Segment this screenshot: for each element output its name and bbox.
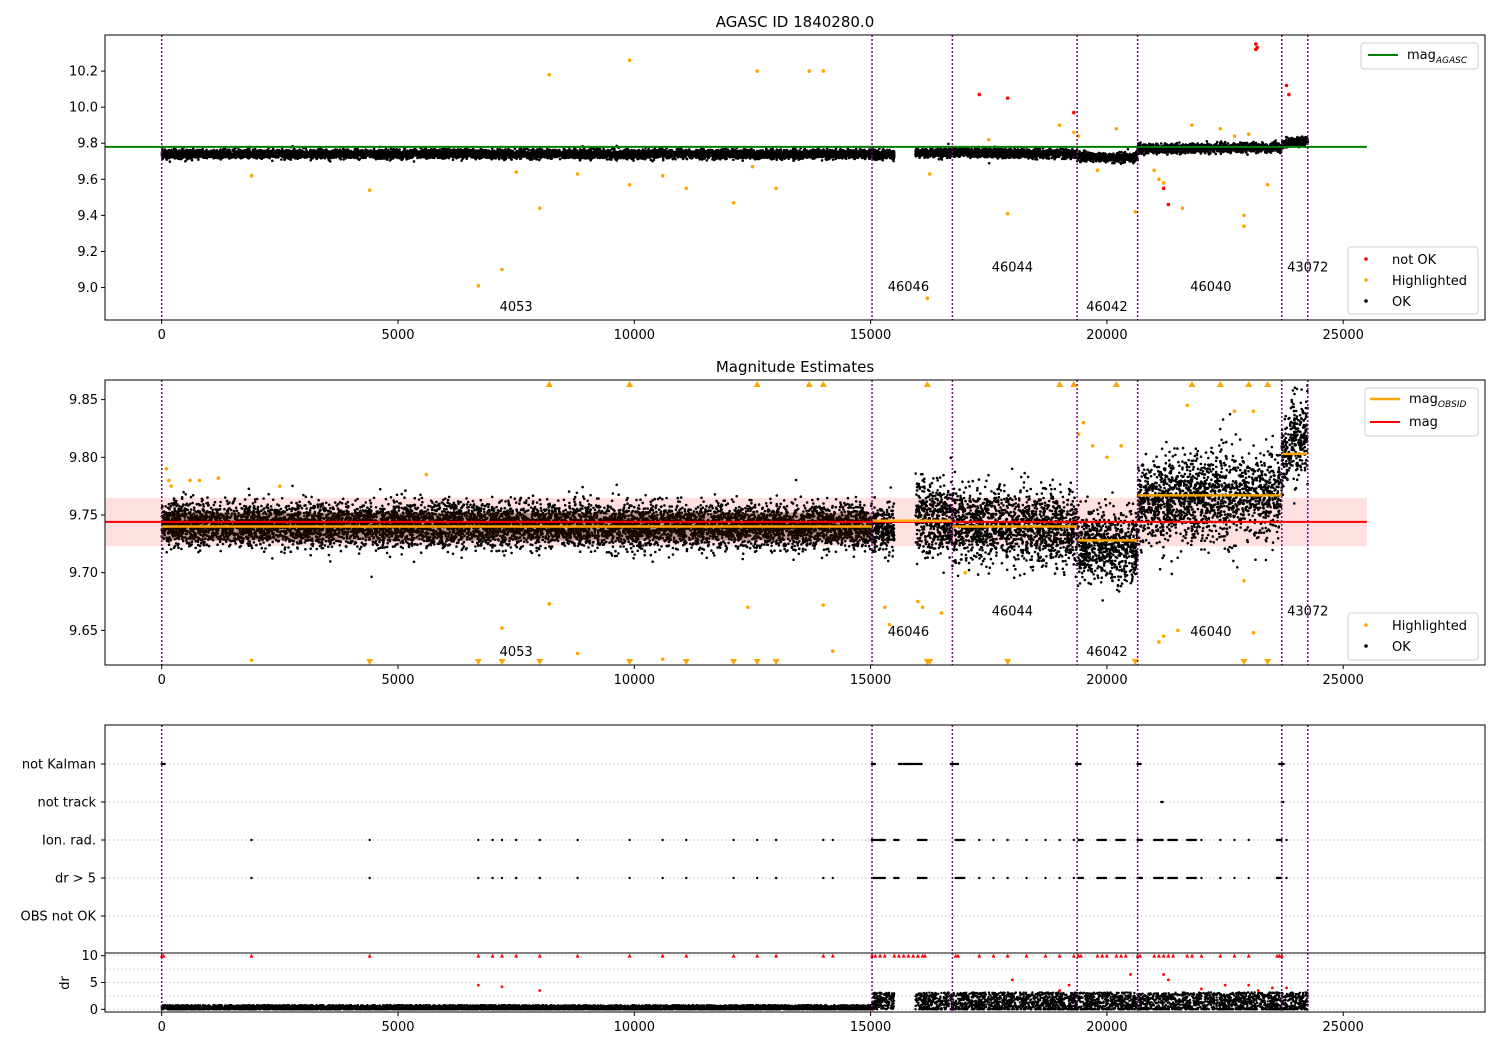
series-ok [160, 135, 1310, 166]
ok-point [190, 158, 194, 162]
ok-point [798, 149, 801, 152]
ok-point [292, 147, 296, 151]
ok-point [860, 156, 864, 160]
ok-point [474, 157, 478, 161]
ok-point [342, 158, 346, 161]
ok-point [792, 159, 795, 162]
ok-point [260, 149, 263, 152]
ok-point [775, 158, 778, 161]
ok-point [341, 147, 345, 151]
ok-point [558, 157, 562, 161]
ok-point [197, 158, 200, 161]
agasc-magnitude-panel: AGASC ID 1840280.0 405346046460444604246… [69, 13, 1486, 343]
ok-point [219, 158, 222, 161]
ok-point [510, 158, 513, 161]
ok-point [834, 157, 837, 161]
panel1-data [105, 42, 1367, 301]
ok-point [271, 159, 274, 163]
ok-point [831, 158, 835, 161]
ok-point [168, 160, 172, 163]
ok-point [732, 158, 735, 161]
panel1-title: AGASC ID 1840280.0 [716, 13, 875, 31]
ok-point [184, 159, 187, 163]
ok-point [661, 157, 665, 161]
ok-point [741, 159, 744, 162]
ok-point [384, 147, 388, 151]
